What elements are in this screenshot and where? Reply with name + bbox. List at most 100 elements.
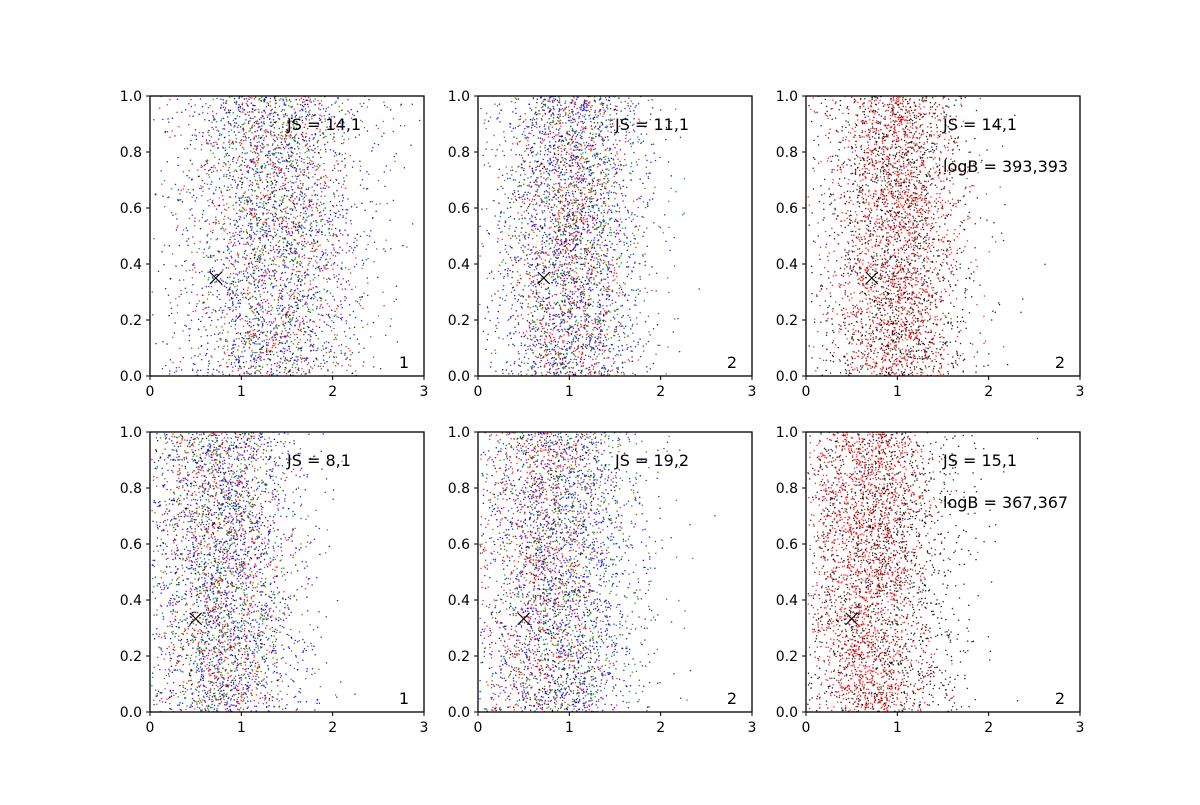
scatter-point-series-1 (518, 353, 520, 355)
scatter-point-series-4 (207, 369, 209, 371)
scatter-point-series-3 (303, 213, 305, 215)
scatter-point-series-3 (222, 358, 224, 360)
axes-frame (150, 96, 424, 376)
scatter-point-series-2 (262, 214, 264, 216)
scatter-point-series-1 (266, 176, 268, 178)
scatter-point-series-1 (262, 311, 264, 313)
scatter-point-series-3 (251, 230, 253, 232)
scatter-point-series-3 (281, 135, 283, 137)
scatter-point-series-3 (243, 271, 245, 273)
scatter-point-series-1 (260, 331, 262, 333)
scatter-point-series-3 (341, 267, 343, 269)
scatter-point-series-3 (211, 312, 213, 314)
scatter-point-series-3 (506, 295, 508, 297)
scatter-point-series-2 (314, 321, 316, 323)
scatter-point-series-4 (549, 313, 551, 315)
scatter-point-series-2 (320, 363, 322, 365)
scatter-point-series-4 (570, 346, 572, 348)
scatter-point-series-3 (258, 99, 260, 101)
scatter-point-series-4 (266, 351, 268, 353)
scatter-point-series-1 (191, 106, 193, 108)
scatter-point-series-2 (208, 291, 210, 293)
scatter-point-series-4 (271, 295, 273, 297)
scatter-point-series-2 (214, 167, 216, 169)
scatter-point-series-1 (328, 186, 330, 188)
scatter-point-series-3 (326, 341, 328, 343)
scatter-point-series-3 (286, 317, 288, 319)
scatter-point-series-1 (373, 366, 375, 368)
scatter-point-series-1 (372, 147, 374, 149)
scatter-point-series-2 (299, 174, 301, 176)
scatter-point-series-2 (175, 213, 177, 215)
scatter-point-series-3 (296, 347, 298, 349)
scatter-point-series-1 (554, 136, 556, 138)
scatter-point-series-1 (224, 285, 226, 287)
scatter-point-series-3 (335, 337, 337, 339)
scatter-point-series-4 (298, 299, 300, 301)
scatter-point-series-3 (192, 277, 194, 279)
scatter-point-series-3 (261, 137, 263, 139)
scatter-point-series-2 (248, 196, 250, 198)
scatter-point-series-1 (283, 116, 285, 118)
scatter-point-series-4 (261, 226, 263, 228)
scatter-point-series-2 (223, 346, 225, 348)
scatter-point-series-3 (268, 264, 270, 266)
scatter-point-series-3 (619, 258, 621, 260)
scatter-point-series-3 (260, 145, 262, 147)
scatter-point-series-1 (302, 266, 304, 268)
scatter-point-series-2 (367, 282, 369, 284)
scatter-point-series-1 (226, 112, 228, 114)
scatter-point-series-1 (323, 187, 325, 189)
scatter-point-series-1 (161, 251, 163, 253)
scatter-point-series-1 (206, 286, 208, 288)
scatter-point-series-3 (329, 234, 331, 236)
scatter-point-series-3 (307, 311, 309, 313)
scatter-point-series-1 (384, 171, 386, 173)
scatter-point-series-2 (277, 256, 279, 258)
scatter-point-series-1 (376, 125, 378, 127)
scatter-point-series-2 (348, 348, 350, 350)
scatter-point-series-4 (244, 340, 246, 342)
scatter-point-series-1 (248, 137, 250, 139)
scatter-point-series-1 (353, 334, 355, 336)
scatter-point-series-4 (344, 158, 346, 160)
scatter-point-series-1 (276, 174, 278, 176)
scatter-point-series-1 (565, 122, 567, 124)
scatter-point-series-4 (290, 360, 292, 362)
scatter-point-series-1 (498, 220, 500, 222)
scatter-point-series-2 (255, 109, 256, 111)
scatter-point-series-3 (302, 198, 304, 200)
scatter-point-series-4 (272, 183, 274, 185)
scatter-point-series-2 (206, 307, 208, 309)
scatter-point-series-3 (248, 266, 250, 268)
scatter-point-series-3 (600, 225, 602, 227)
scatter-point-series-1 (272, 143, 274, 145)
scatter-point-series-1 (581, 149, 583, 151)
scatter-point-series-4 (238, 107, 240, 109)
scatter-point-series-1 (329, 279, 331, 281)
scatter-point-series-1 (234, 102, 236, 104)
scatter-point-series-3 (314, 296, 316, 298)
scatter-point-series-4 (364, 209, 366, 211)
scatter-point-series-3 (214, 348, 216, 350)
scatter-point-series-1 (481, 208, 483, 210)
scatter-point-series-2 (259, 279, 261, 281)
scatter-point-series-2 (334, 352, 336, 354)
scatter-point-series-1 (226, 283, 228, 285)
scatter-point-series-2 (616, 151, 618, 153)
scatter-point-series-1 (286, 266, 288, 268)
scatter-point-series-1 (207, 271, 209, 273)
scatter-point-series-1 (306, 303, 308, 305)
scatter-point-series-2 (342, 288, 344, 290)
scatter-point-series-1 (631, 221, 633, 223)
scatter-point-series-1 (258, 330, 260, 332)
scatter-point-series-1 (305, 213, 307, 215)
scatter-point-series-1 (599, 221, 601, 223)
scatter-point-series-1 (210, 184, 212, 186)
scatter-point-series-3 (570, 122, 572, 124)
scatter-point-series-4 (518, 322, 520, 324)
scatter-point-series-3 (576, 319, 578, 321)
scatter-point-series-3 (279, 128, 281, 130)
scatter-point-series-4 (288, 218, 290, 220)
scatter-point-series-3 (246, 316, 248, 318)
